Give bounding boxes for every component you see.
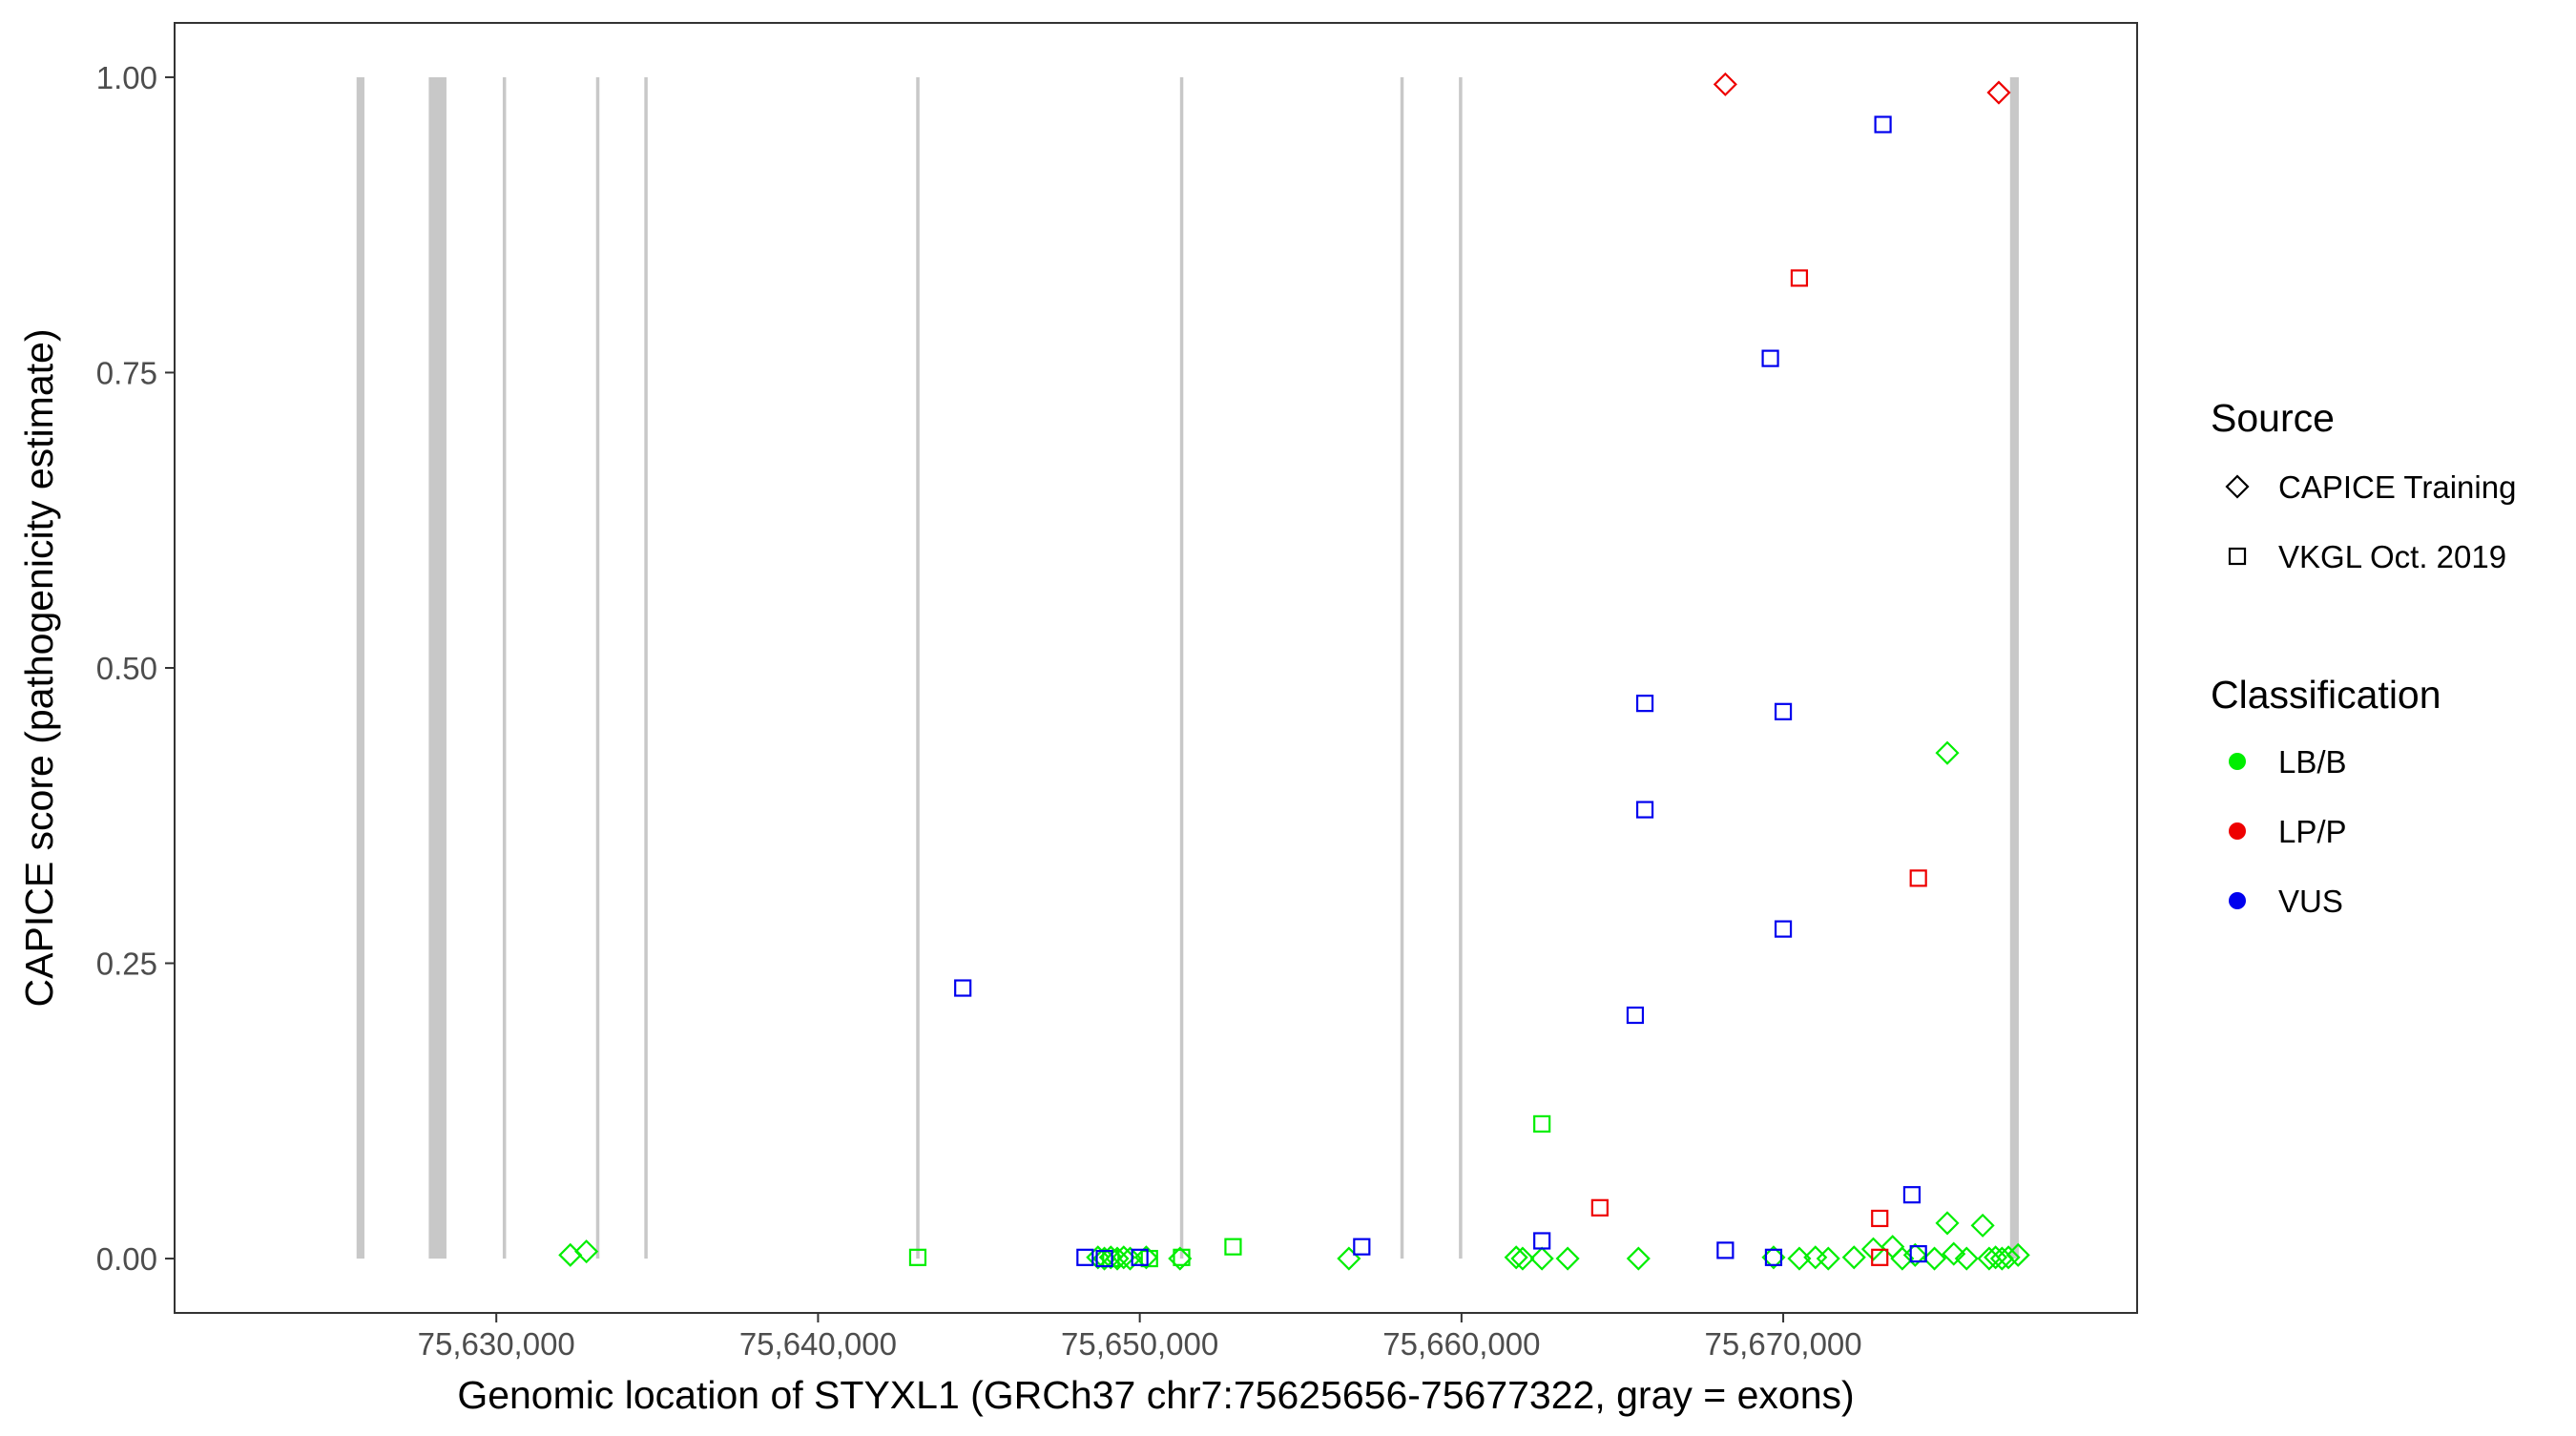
data-point-square bbox=[1761, 349, 1779, 367]
legend-classification-label: VUS bbox=[2278, 884, 2343, 919]
data-point-square bbox=[1871, 1248, 1889, 1266]
data-point-square bbox=[1774, 702, 1793, 720]
data-point-diamond bbox=[2005, 1242, 2030, 1267]
data-point-diamond bbox=[1555, 1246, 1580, 1271]
exon-bands bbox=[356, 76, 2019, 1259]
legend-classification-title: Classification bbox=[2211, 673, 2441, 717]
data-point-diamond bbox=[574, 1239, 599, 1264]
data-point-square bbox=[1173, 1248, 1191, 1266]
legend-source-label: CAPICE Training bbox=[2278, 469, 2516, 505]
legend-source-label: VKGL Oct. 2019 bbox=[2278, 539, 2506, 574]
data-point-square bbox=[1635, 801, 1654, 819]
y-axis-title: CAPICE score (pathogenicity estimate) bbox=[17, 329, 61, 1008]
y-axis-ticks: 0.00 0.25 0.50 0.75 1.00 bbox=[96, 60, 175, 1277]
data-point-diamond bbox=[1841, 1245, 1866, 1270]
data-point-square bbox=[1626, 1006, 1645, 1025]
legend-classification-label: LP/P bbox=[2278, 814, 2347, 849]
y-tick-label: 1.00 bbox=[96, 60, 157, 95]
exon-band bbox=[1400, 76, 1404, 1259]
data-point-diamond bbox=[1860, 1237, 1886, 1261]
exon-band bbox=[356, 76, 364, 1259]
exon-band bbox=[644, 76, 648, 1259]
data-point-diamond bbox=[1942, 1241, 1966, 1266]
legend-color-key bbox=[2229, 753, 2246, 770]
legend-source-items: CAPICE Training VKGL Oct. 2019 bbox=[2225, 469, 2516, 574]
data-point-square bbox=[1635, 695, 1654, 713]
data-point-square bbox=[1774, 920, 1793, 938]
data-point-square bbox=[1533, 1232, 1551, 1250]
legend-color-key bbox=[2229, 892, 2246, 909]
exon-band bbox=[502, 76, 507, 1259]
legend-diamond-key bbox=[2225, 474, 2250, 499]
data-point-diamond bbox=[1626, 1246, 1651, 1271]
data-point-square bbox=[1909, 869, 1927, 887]
data-point-square bbox=[1871, 1209, 1889, 1228]
data-point-diamond bbox=[1504, 1245, 1528, 1270]
legend-classification-items: LB/B LP/P VUS bbox=[2229, 744, 2347, 919]
y-tick-label: 0.75 bbox=[96, 355, 157, 390]
legend: Source CAPICE Training VKGL Oct. 2019 Cla… bbox=[2211, 396, 2516, 919]
data-point-square bbox=[1764, 1248, 1783, 1266]
data-point-diamond bbox=[1954, 1246, 1979, 1271]
x-tick-label: 75,640,000 bbox=[739, 1326, 897, 1362]
exon-band bbox=[595, 76, 600, 1259]
x-axis-ticks: 75,630,000 75,640,000 75,650,000 75,660,000… bbox=[418, 1313, 1862, 1362]
data-point-diamond bbox=[1970, 1213, 1995, 1238]
exon-band bbox=[1459, 76, 1463, 1259]
data-point-square bbox=[1874, 115, 1892, 134]
data-point-diamond bbox=[1935, 1211, 1960, 1236]
data-point-diamond bbox=[1133, 1245, 1158, 1270]
exon-band bbox=[2009, 76, 2019, 1259]
y-tick-label: 0.00 bbox=[96, 1241, 157, 1277]
exon-band bbox=[916, 76, 920, 1259]
data-point-diamond bbox=[1713, 72, 1737, 96]
data-point-square bbox=[1716, 1241, 1735, 1259]
legend-classification-label: LB/B bbox=[2278, 744, 2347, 780]
data-point-square bbox=[1533, 1114, 1551, 1134]
y-tick-label: 0.50 bbox=[96, 651, 157, 686]
x-tick-label: 75,670,000 bbox=[1704, 1326, 1861, 1362]
x-tick-label: 75,650,000 bbox=[1061, 1326, 1218, 1362]
data-point-square bbox=[1909, 1244, 1927, 1263]
data-point-diamond bbox=[1902, 1242, 1927, 1267]
data-point-square bbox=[1140, 1249, 1158, 1268]
data-point-square bbox=[1902, 1186, 1922, 1204]
exon-band bbox=[428, 76, 447, 1259]
data-point-diamond bbox=[1996, 1245, 2021, 1270]
x-axis-title: Genomic location of STYXL1 (GRCh37 chr7:… bbox=[457, 1373, 1854, 1417]
data-point-square bbox=[1131, 1248, 1149, 1266]
data-point-square bbox=[1076, 1248, 1094, 1266]
data-points bbox=[558, 72, 2030, 1271]
x-tick-label: 75,630,000 bbox=[418, 1326, 575, 1362]
data-point-diamond bbox=[1935, 740, 1960, 765]
legend-square-key bbox=[2228, 547, 2247, 566]
data-point-square bbox=[954, 979, 972, 997]
data-point-square bbox=[908, 1248, 927, 1266]
exon-band bbox=[1179, 76, 1184, 1259]
data-point-square bbox=[1095, 1249, 1113, 1268]
x-tick-label: 75,660,000 bbox=[1382, 1326, 1540, 1362]
data-point-diamond bbox=[1111, 1245, 1136, 1270]
data-point-diamond bbox=[1816, 1246, 1840, 1271]
data-point-diamond bbox=[1986, 80, 2011, 105]
legend-source-title: Source bbox=[2211, 396, 2335, 440]
data-point-diamond bbox=[1529, 1246, 1554, 1271]
data-point-square bbox=[1353, 1238, 1371, 1256]
data-point-square bbox=[1790, 269, 1809, 287]
data-point-square bbox=[1224, 1238, 1242, 1256]
y-tick-label: 0.25 bbox=[96, 947, 157, 982]
legend-color-key bbox=[2229, 822, 2246, 840]
data-point-diamond bbox=[1890, 1246, 1915, 1271]
data-point-diamond bbox=[1922, 1246, 1947, 1271]
data-point-square bbox=[1590, 1198, 1609, 1217]
data-point-diamond bbox=[1510, 1246, 1535, 1271]
